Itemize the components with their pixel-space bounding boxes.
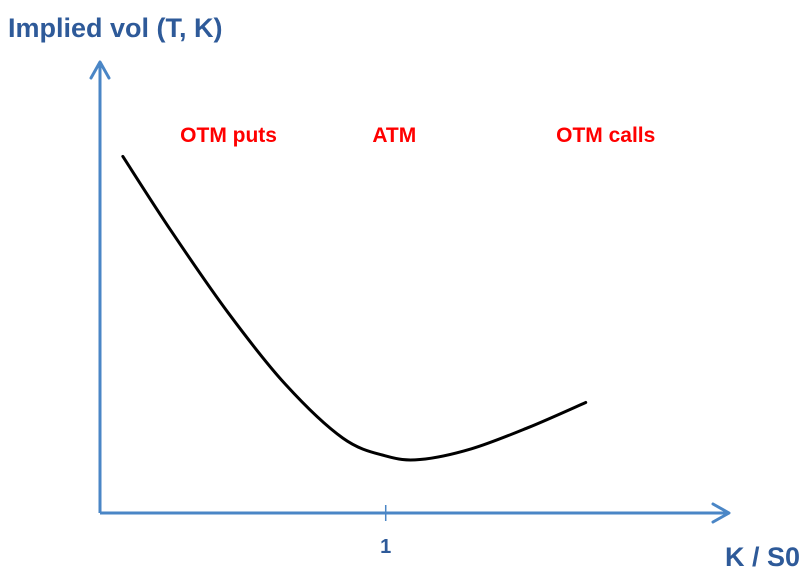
region-label: ATM [372, 124, 416, 147]
x-ticks: 1 [380, 505, 391, 558]
region-annotations: OTM puts ATM OTM calls [180, 124, 655, 147]
x-axis-title: K / S0 [725, 542, 800, 572]
region-label: OTM puts [180, 124, 277, 147]
x-tick-label: 1 [380, 536, 391, 558]
x-axis-arrow-icon [711, 502, 731, 524]
y-axis-title: Implied vol (T, K) [8, 13, 223, 43]
y-axis-arrow-icon [89, 60, 111, 80]
series-group [121, 154, 588, 462]
region-label: OTM calls [556, 124, 655, 147]
implied-vol-curve [121, 154, 588, 462]
